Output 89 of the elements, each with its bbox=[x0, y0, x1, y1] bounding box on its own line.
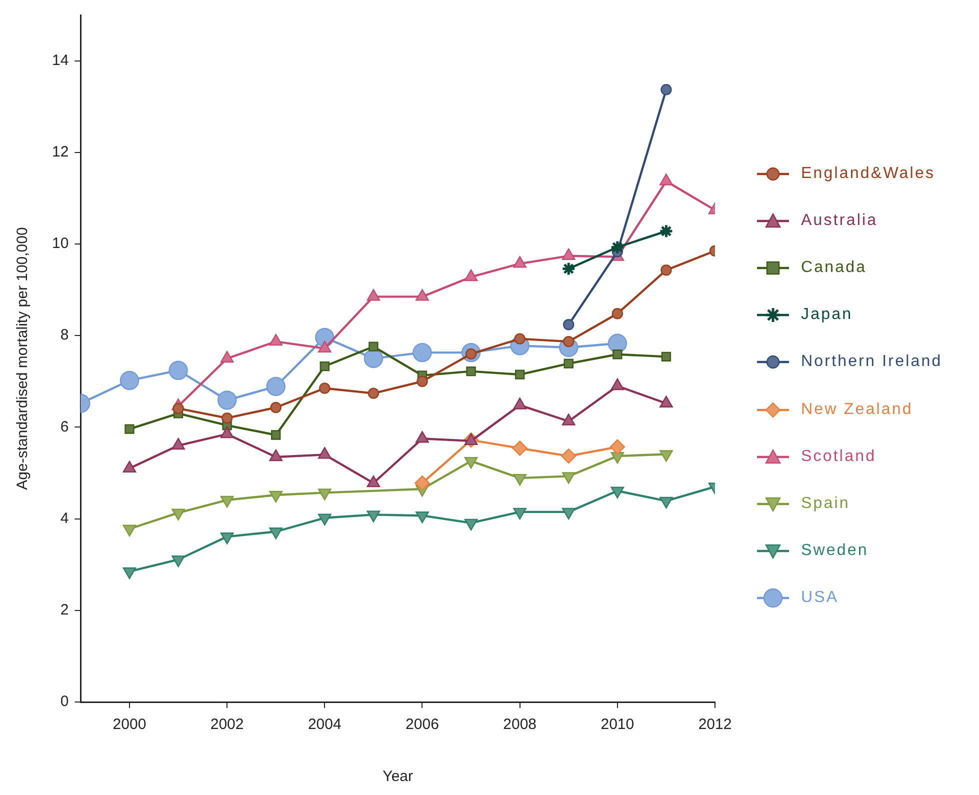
y-tick-label: 4 bbox=[60, 510, 69, 527]
point bbox=[220, 496, 234, 508]
point bbox=[270, 402, 282, 414]
point bbox=[610, 439, 626, 454]
point bbox=[464, 269, 478, 282]
point bbox=[512, 440, 528, 456]
y-tick-label: 14 bbox=[52, 52, 69, 69]
legend-label: Scotland bbox=[801, 448, 876, 466]
point bbox=[466, 366, 476, 376]
y-tick-label: 8 bbox=[60, 326, 69, 344]
point bbox=[269, 528, 283, 540]
point bbox=[464, 456, 478, 469]
point bbox=[320, 361, 330, 372]
x-tick-label: 2004 bbox=[308, 716, 342, 734]
point bbox=[221, 412, 233, 424]
point bbox=[610, 452, 624, 464]
legend-label: New Zealand bbox=[801, 400, 913, 419]
point bbox=[122, 567, 136, 580]
point bbox=[366, 510, 380, 522]
point bbox=[266, 376, 286, 396]
point bbox=[661, 352, 672, 362]
point bbox=[168, 360, 188, 380]
legend-label: Japan bbox=[801, 306, 853, 324]
point bbox=[660, 496, 673, 509]
point bbox=[660, 450, 673, 462]
point bbox=[217, 390, 237, 410]
x-tick-label: 2012 bbox=[698, 716, 732, 734]
legend-label: Sweden bbox=[801, 542, 868, 560]
point bbox=[514, 370, 525, 380]
y-tick-label: 2 bbox=[60, 602, 69, 619]
point bbox=[561, 448, 576, 464]
point bbox=[563, 336, 574, 348]
point bbox=[364, 348, 384, 368]
point bbox=[660, 174, 673, 186]
legend-label: England&Wales bbox=[801, 164, 936, 183]
point bbox=[122, 524, 136, 536]
y-tick-label: 0 bbox=[60, 693, 69, 710]
y-tick-label: 12 bbox=[52, 144, 69, 161]
point bbox=[513, 474, 526, 486]
point bbox=[563, 319, 574, 330]
point bbox=[464, 518, 478, 531]
point bbox=[513, 508, 526, 520]
y-tick-label: 10 bbox=[52, 235, 69, 252]
point bbox=[368, 342, 378, 352]
point bbox=[612, 350, 622, 360]
x-tick-label: 2006 bbox=[406, 716, 439, 734]
point bbox=[318, 514, 332, 526]
point bbox=[562, 248, 576, 260]
point bbox=[513, 256, 526, 268]
point bbox=[562, 508, 576, 520]
point bbox=[366, 289, 380, 301]
point bbox=[172, 508, 185, 520]
point bbox=[124, 424, 134, 434]
point bbox=[319, 382, 330, 394]
x-tick-label: 2008 bbox=[503, 716, 537, 734]
point bbox=[172, 555, 185, 568]
point bbox=[220, 532, 234, 544]
y-axis-title: Age-standardised mortality per 100,000 bbox=[14, 227, 32, 490]
x-tick-label: 2002 bbox=[210, 716, 244, 734]
x-tick-label: 2010 bbox=[600, 716, 634, 734]
legend-label: Australia bbox=[801, 212, 878, 230]
point bbox=[660, 264, 672, 276]
legend-label: Spain bbox=[801, 494, 850, 513]
point bbox=[608, 334, 628, 353]
point bbox=[269, 490, 283, 503]
point bbox=[368, 388, 380, 399]
legend-label: Northern Ireland bbox=[801, 353, 942, 372]
point bbox=[564, 358, 574, 368]
point bbox=[514, 333, 526, 344]
point bbox=[416, 511, 429, 524]
point bbox=[120, 370, 140, 390]
point bbox=[612, 308, 624, 320]
x-axis-title: Year bbox=[382, 768, 413, 786]
x-tick-label: 2000 bbox=[112, 716, 146, 734]
point bbox=[610, 240, 625, 254]
point bbox=[318, 488, 332, 500]
point bbox=[412, 342, 432, 362]
point bbox=[414, 475, 430, 491]
point bbox=[416, 376, 428, 387]
y-tick-label: 6 bbox=[60, 418, 69, 436]
point bbox=[172, 402, 184, 414]
point bbox=[416, 289, 429, 301]
point bbox=[658, 224, 674, 238]
point bbox=[610, 486, 624, 498]
legend-label: Canada bbox=[801, 258, 867, 277]
point bbox=[561, 261, 576, 276]
point bbox=[562, 472, 576, 484]
legend-label: USA bbox=[801, 589, 839, 608]
point bbox=[271, 430, 281, 440]
